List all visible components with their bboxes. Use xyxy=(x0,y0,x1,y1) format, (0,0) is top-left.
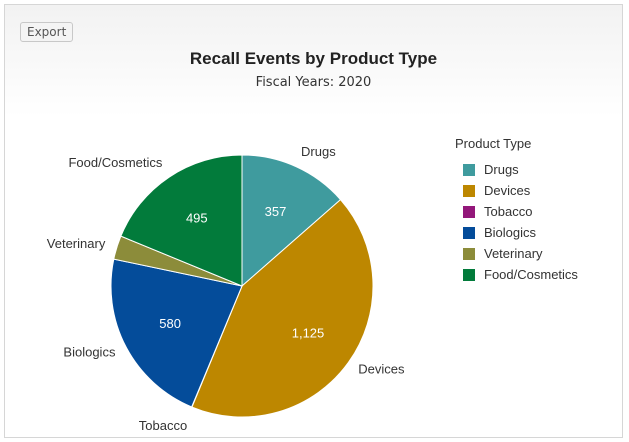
legend-swatch-biologics xyxy=(463,226,475,239)
legend-item-tobacco[interactable]: Tobacco xyxy=(455,201,578,222)
pie-slice-biologics[interactable] xyxy=(110,258,243,408)
chart-title: Recall Events by Product Type xyxy=(189,49,438,68)
value-label-devices: 1,125 xyxy=(292,325,325,340)
legend-swatch-veterinary xyxy=(463,247,475,260)
legend-label-veterinary: Veterinary xyxy=(484,246,543,261)
category-label-biologics: Biologics xyxy=(63,345,116,360)
legend-swatch-tobacco xyxy=(463,205,475,218)
value-label-drugs: 357 xyxy=(265,204,287,219)
chart-subtitle: Fiscal Years: 2020 xyxy=(255,75,372,90)
legend-swatch-devices xyxy=(463,184,475,197)
category-label-food-cosmetics: Food/Cosmetics xyxy=(68,155,162,170)
category-label-devices: Devices xyxy=(358,361,405,376)
export-button[interactable]: Export xyxy=(20,22,74,42)
category-label-drugs: Drugs xyxy=(301,144,336,159)
legend-items: Drugs Devices Tobacco Biologics Veterinary Fo… xyxy=(455,159,578,285)
header-band xyxy=(5,5,622,117)
pie-slice-food-cosmetics[interactable] xyxy=(120,154,243,287)
value-label-biologics: 580 xyxy=(159,316,181,331)
legend-item-biologics[interactable]: Biologics xyxy=(455,222,578,243)
legend: Product Type Drugs Devices Tobacco Biologic… xyxy=(455,136,578,285)
value-label-food-cosmetics: 495 xyxy=(186,211,208,226)
legend-title: Product Type xyxy=(455,136,532,151)
legend-label-biologics: Biologics xyxy=(484,225,537,240)
pie-slice-drugs[interactable] xyxy=(241,154,342,288)
legend-item-devices[interactable]: Devices xyxy=(455,180,578,201)
legend-swatch-drugs xyxy=(463,163,475,176)
legend-label-devices: Devices xyxy=(484,183,531,198)
legend-item-veterinary[interactable]: Veterinary xyxy=(455,243,578,264)
legend-swatch-food-cosmetics xyxy=(463,268,475,281)
legend-label-drugs: Drugs xyxy=(484,162,519,177)
legend-label-tobacco: Tobacco xyxy=(484,204,533,219)
category-label-tobacco: Tobacco xyxy=(139,418,187,433)
legend-item-drugs[interactable]: Drugs xyxy=(455,159,578,180)
legend-item-food-cosmetics[interactable]: Food/Cosmetics xyxy=(455,264,578,285)
category-label-veterinary: Veterinary xyxy=(47,236,106,251)
pie-slice-devices[interactable] xyxy=(191,198,374,418)
legend-label-food-cosmetics: Food/Cosmetics xyxy=(484,267,578,282)
chart-panel: Export Recall Events by Product Type Fis… xyxy=(4,4,623,438)
pie-chart: 357 Drugs 1,125 Devices Tobacco 580 Biologics V… xyxy=(47,144,405,433)
